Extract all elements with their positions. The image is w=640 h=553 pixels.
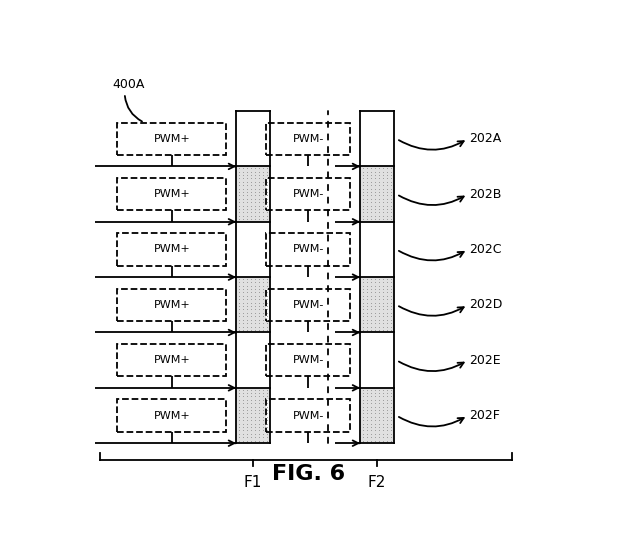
Bar bbox=[266, 178, 350, 210]
Bar bbox=[117, 178, 227, 210]
Text: PWM-: PWM- bbox=[292, 355, 324, 365]
Text: PWM-: PWM- bbox=[292, 189, 324, 199]
Bar bbox=[266, 344, 350, 376]
Bar bbox=[266, 123, 350, 155]
Text: PWM+: PWM+ bbox=[154, 244, 190, 254]
Bar bbox=[236, 111, 270, 166]
Bar bbox=[266, 399, 350, 431]
Text: PWM+: PWM+ bbox=[154, 300, 190, 310]
Bar bbox=[360, 332, 394, 388]
Bar bbox=[360, 388, 394, 443]
Text: 202D: 202D bbox=[469, 298, 503, 311]
Bar bbox=[360, 111, 394, 166]
Text: 400A: 400A bbox=[112, 78, 145, 91]
Bar bbox=[360, 166, 394, 222]
Bar bbox=[117, 289, 227, 321]
Text: F2: F2 bbox=[368, 475, 387, 490]
Bar bbox=[236, 277, 270, 332]
Text: PWM-: PWM- bbox=[292, 244, 324, 254]
Bar bbox=[117, 233, 227, 265]
Bar bbox=[117, 123, 227, 155]
Bar bbox=[360, 277, 394, 332]
Text: PWM-: PWM- bbox=[292, 410, 324, 420]
Bar bbox=[236, 388, 270, 443]
Bar bbox=[236, 332, 270, 388]
Text: PWM+: PWM+ bbox=[154, 189, 190, 199]
Text: F1: F1 bbox=[244, 475, 262, 490]
Text: 202A: 202A bbox=[469, 132, 502, 145]
Text: PWM-: PWM- bbox=[292, 300, 324, 310]
Text: 202B: 202B bbox=[469, 187, 502, 201]
Bar bbox=[266, 233, 350, 265]
Text: FIG. 6: FIG. 6 bbox=[271, 463, 345, 484]
Bar bbox=[236, 222, 270, 277]
Text: 202E: 202E bbox=[469, 354, 501, 367]
Bar bbox=[117, 344, 227, 376]
Text: PWM+: PWM+ bbox=[154, 134, 190, 144]
Text: PWM+: PWM+ bbox=[154, 410, 190, 420]
Bar bbox=[360, 222, 394, 277]
Bar bbox=[266, 289, 350, 321]
Text: 202C: 202C bbox=[469, 243, 502, 256]
Text: PWM-: PWM- bbox=[292, 134, 324, 144]
Text: PWM+: PWM+ bbox=[154, 355, 190, 365]
Bar bbox=[117, 399, 227, 431]
Text: 202F: 202F bbox=[469, 409, 500, 422]
Bar bbox=[236, 166, 270, 222]
